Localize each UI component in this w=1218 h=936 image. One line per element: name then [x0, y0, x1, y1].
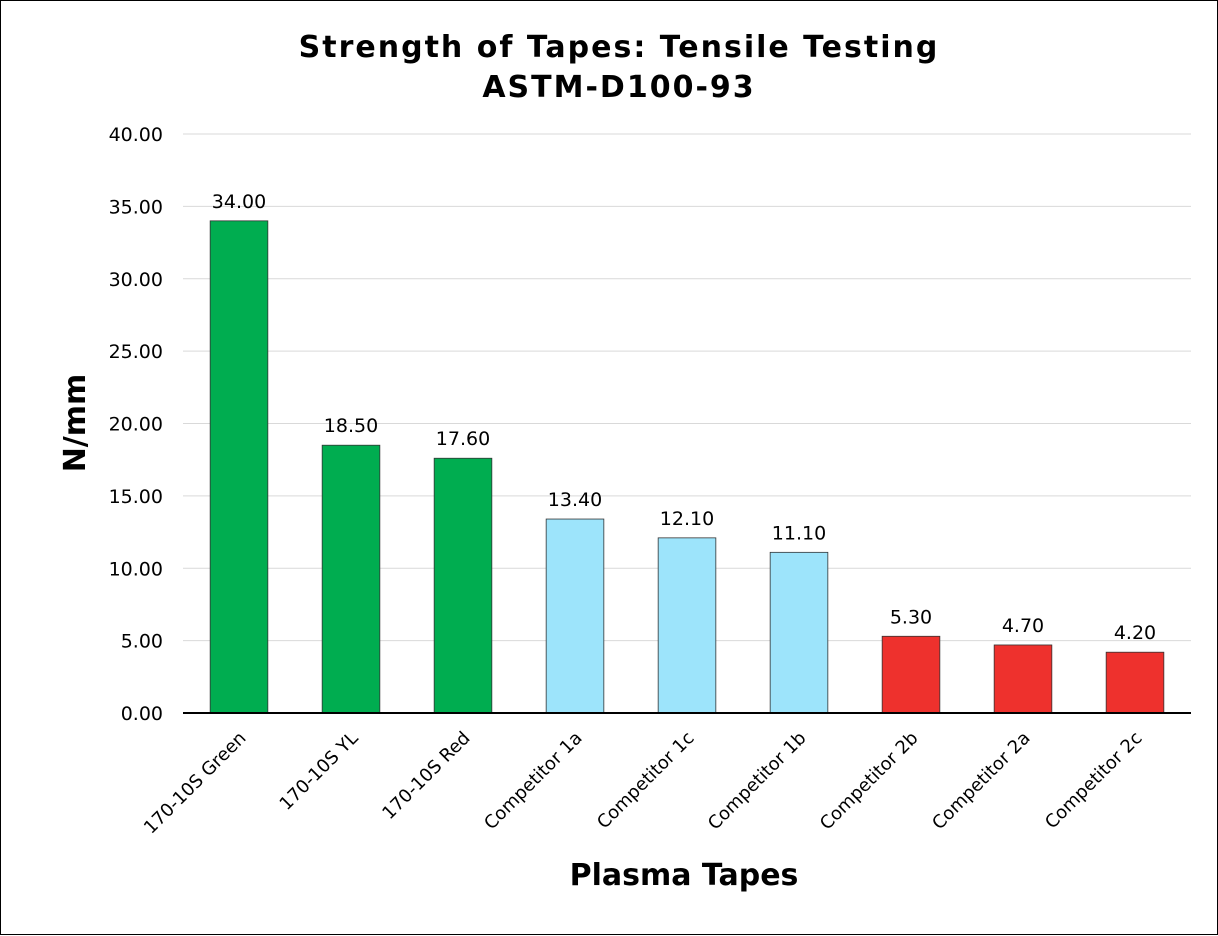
- x-tick-label: 170-10S Red: [378, 728, 474, 824]
- y-tick-label: 0.00: [121, 703, 163, 725]
- data-label: 17.60: [436, 428, 490, 450]
- chart-title: Strength of Tapes: Tensile Testing: [299, 30, 940, 65]
- y-axis-title: N/mm: [58, 374, 93, 473]
- data-labels: 34.00 18.50 17.60 13.40 12.10 11.10 5.30 4.70 4.…: [212, 191, 1156, 644]
- y-axis-ticks: 0.00 5.00 10.00 15.00 20.00 25.00 30.00 35.00 40…: [109, 124, 163, 725]
- x-tick-label: Competitor 1c: [593, 728, 699, 834]
- y-tick-label: 20.00: [109, 414, 163, 436]
- bar: [433, 457, 493, 714]
- bar: [657, 537, 717, 714]
- chart-subtitle: ASTM-D100-93: [482, 70, 755, 105]
- data-label: 4.70: [1002, 615, 1044, 637]
- bar: [993, 644, 1053, 714]
- x-axis-title: Plasma Tapes: [570, 858, 799, 893]
- data-label: 11.10: [772, 522, 826, 544]
- bar: [881, 635, 941, 714]
- data-label: 5.30: [890, 606, 932, 628]
- x-tick-label: Competitor 2c: [1041, 728, 1147, 834]
- bar: [1105, 651, 1165, 714]
- y-tick-label: 10.00: [109, 558, 163, 580]
- data-label: 18.50: [324, 415, 378, 437]
- y-tick-label: 35.00: [109, 196, 163, 218]
- x-tick-label: Competitor 1b: [704, 728, 811, 835]
- data-label: 34.00: [212, 191, 266, 213]
- y-tick-label: 5.00: [121, 631, 163, 653]
- data-label: 12.10: [660, 508, 714, 530]
- y-tick-label: 25.00: [109, 341, 163, 363]
- bars: [209, 220, 1165, 714]
- y-tick-label: 30.00: [109, 269, 163, 291]
- x-tick-label: Competitor 1a: [480, 728, 586, 834]
- x-axis-categories: 170-10S Green 170-10S YL 170-10S Red Compet…: [140, 728, 1147, 839]
- data-label: 4.20: [1114, 622, 1156, 644]
- bar: [769, 551, 829, 714]
- y-tick-label: 40.00: [109, 124, 163, 146]
- bar: [209, 220, 269, 714]
- bar: [321, 444, 381, 714]
- x-tick-label: 170-10S Green: [140, 728, 251, 839]
- x-tick-label: 170-10S YL: [276, 728, 363, 815]
- bar: [545, 518, 605, 714]
- x-tick-label: Competitor 2a: [928, 728, 1034, 834]
- y-tick-label: 15.00: [109, 486, 163, 508]
- x-tick-label: Competitor 2b: [816, 728, 923, 835]
- data-label: 13.40: [548, 489, 602, 511]
